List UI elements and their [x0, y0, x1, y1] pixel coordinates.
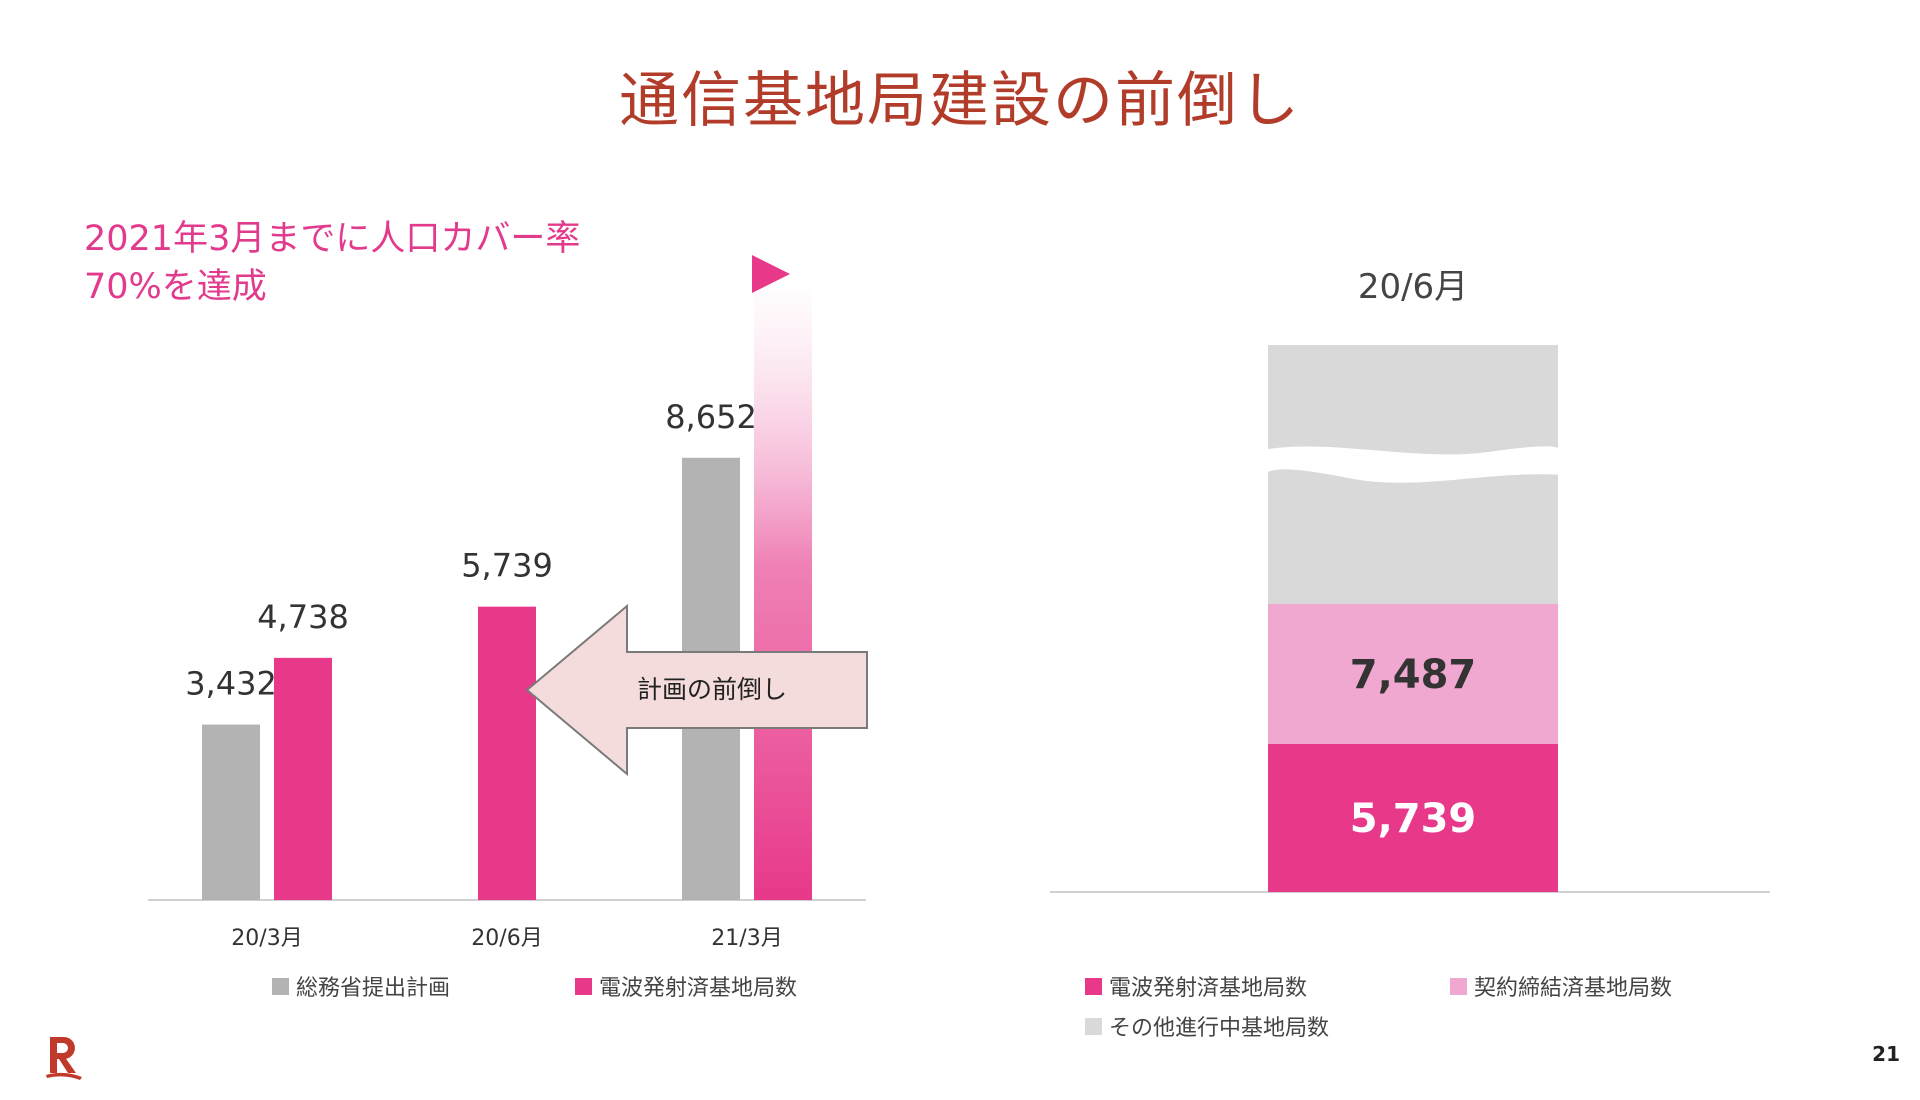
- target-gradient-column: [754, 290, 812, 900]
- right-legend-other: その他進行中基地局数: [1085, 1010, 1329, 1042]
- legend-label-emitted-right: 電波発射済基地局数: [1109, 976, 1308, 1001]
- data-label-contracted: 7,487: [1350, 652, 1477, 698]
- right-legend-emitted: 電波発射済基地局数: [1085, 970, 1307, 1002]
- legend-label-contracted: 契約締結済基地局数: [1474, 976, 1673, 1001]
- right-legend-contracted: 契約締結済基地局数: [1450, 970, 1672, 1002]
- legend-swatch-contracted: [1450, 977, 1467, 995]
- bar-plan: [202, 724, 260, 900]
- data-label: 5,739: [461, 547, 553, 585]
- left-bar-chart: 20/3月 20/6月 21/3月 3,432 4,738 5,739 8,652 計画の前倒…: [148, 255, 868, 951]
- legend-swatch-other: [1085, 1017, 1102, 1035]
- legend-label-plan: 総務省提出計画: [296, 976, 451, 1001]
- bar-contracted: [1268, 604, 1558, 744]
- x-tick-label: 21/3月: [711, 926, 782, 951]
- bar-emitted: [478, 606, 536, 900]
- legend-swatch-emitted-right: [1085, 977, 1102, 995]
- bar-emitted: [274, 657, 332, 900]
- left-legend-emitted: 電波発射済基地局数: [575, 970, 797, 1002]
- headline: 2021年3月までに人口カバー率 70%を達成: [84, 215, 580, 311]
- data-label: 3,432: [185, 665, 277, 703]
- data-label: 8,652: [665, 398, 757, 436]
- slide-title: 通信基地局建設の前倒し: [619, 66, 1301, 136]
- category-label-right: 20/6月: [1358, 267, 1468, 307]
- page-number: 21: [1872, 1042, 1900, 1066]
- x-tick-label: 20/6月: [471, 926, 542, 951]
- legend-swatch-emitted: [575, 977, 592, 995]
- axis-break-icon: [1263, 446, 1563, 483]
- x-tick-label: 20/3月: [231, 926, 302, 951]
- annotation-label: 計画の前倒し: [637, 675, 787, 704]
- headline-line-1: 2021年3月までに人口カバー率: [84, 219, 581, 259]
- legend-label-other: その他進行中基地局数: [1109, 1016, 1330, 1041]
- data-label: 4,738: [257, 598, 349, 636]
- right-triangle-icon: [752, 255, 790, 293]
- bar-emitted-right: [1268, 744, 1558, 892]
- rakuten-r-logo: [46, 1037, 82, 1080]
- left-arrow-icon: [525, 603, 868, 777]
- legend-label-emitted: 電波発射済基地局数: [599, 976, 798, 1001]
- headline-line-2: 70%を達成: [84, 267, 267, 307]
- legend-swatch-plan: [272, 977, 289, 995]
- right-stacked-chart: 7,487 5,739 20/6月: [1050, 267, 1770, 893]
- left-legend-plan: 総務省提出計画: [272, 970, 450, 1002]
- data-label-emitted: 5,739: [1350, 796, 1477, 842]
